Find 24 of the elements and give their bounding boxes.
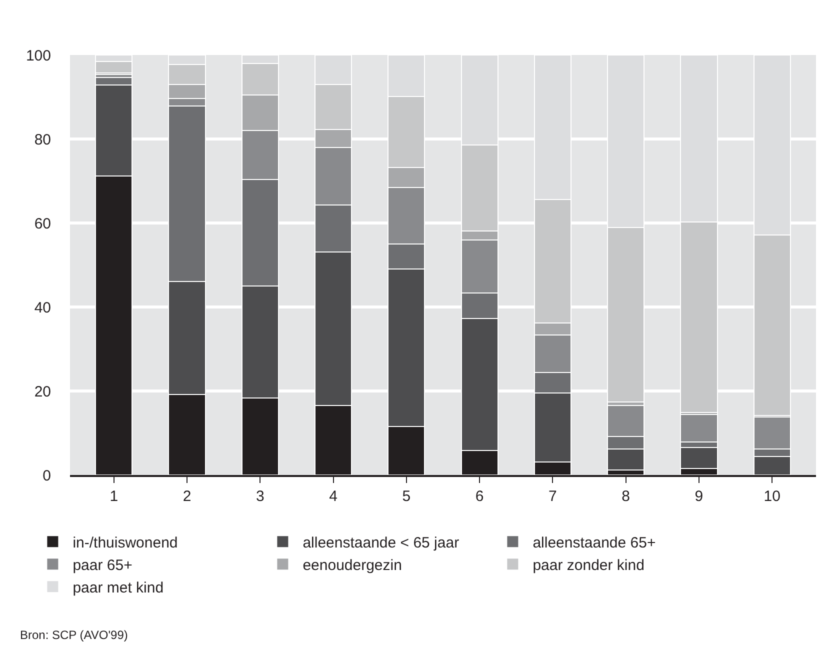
y-tick-label: 60 [34,215,51,232]
text: Bron: SCP (AVO'99) [20,628,128,642]
x-tick-label: 3 [256,488,264,505]
legend-label: alleenstaande < 65 jaar [302,534,460,552]
legend-label: alleenstaande 65+ [532,534,656,552]
y-tick-label: 20 [34,383,51,400]
y-tick-label: 100 [26,47,51,64]
x-tick-label: 10 [764,488,780,505]
legend-label: paar 65+ [72,557,133,574]
x-tick-label: 1 [110,488,118,505]
x-tick-label: 2 [182,488,192,505]
x-tick-label: 4 [329,488,338,505]
x-tick-label: 8 [622,488,630,505]
legend-label: eenoudergezin [302,557,402,574]
x-tick-label: 7 [548,488,557,505]
legend-label: paar zonder kind [532,557,644,574]
x-tick-label: 9 [694,488,704,505]
x-tick-label: 5 [402,488,411,505]
y-tick-label: 0 [42,467,51,484]
y-tick-label: 40 [34,299,51,316]
x-tick-label: 6 [475,488,484,505]
y-tick-label: 80 [34,131,51,148]
legend-label: in-/thuiswonend [72,534,178,552]
legend-label: paar met kind [72,580,164,596]
